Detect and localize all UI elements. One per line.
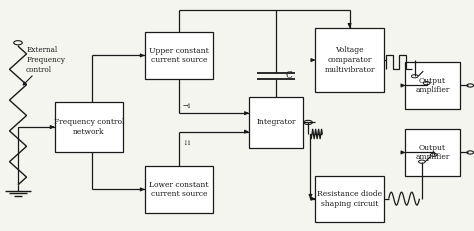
Text: Output
amplifier: Output amplifier	[415, 143, 450, 161]
Bar	[405, 129, 460, 176]
Text: ↓i: ↓i	[182, 139, 191, 147]
Text: Lower constant
current source: Lower constant current source	[149, 180, 209, 198]
Bar	[315, 28, 384, 92]
Text: Resistance diode
shaping circuit: Resistance diode shaping circuit	[317, 190, 382, 208]
Text: Frequency control
network: Frequency control network	[54, 118, 124, 136]
Text: Output
amplifier: Output amplifier	[415, 76, 450, 94]
Bar	[55, 102, 123, 152]
Bar	[145, 32, 213, 79]
Bar	[315, 176, 384, 222]
Text: Upper constant
current source: Upper constant current source	[149, 46, 209, 64]
Text: C: C	[285, 71, 292, 80]
Bar	[145, 166, 213, 213]
Text: External
Frequency
control: External Frequency control	[26, 46, 65, 74]
Text: →i: →i	[182, 102, 191, 110]
Text: Voltage
comparator
multivibrator: Voltage comparator multivibrator	[324, 46, 375, 74]
Text: Integrator: Integrator	[256, 119, 296, 126]
Bar	[405, 62, 460, 109]
Bar	[249, 97, 303, 148]
